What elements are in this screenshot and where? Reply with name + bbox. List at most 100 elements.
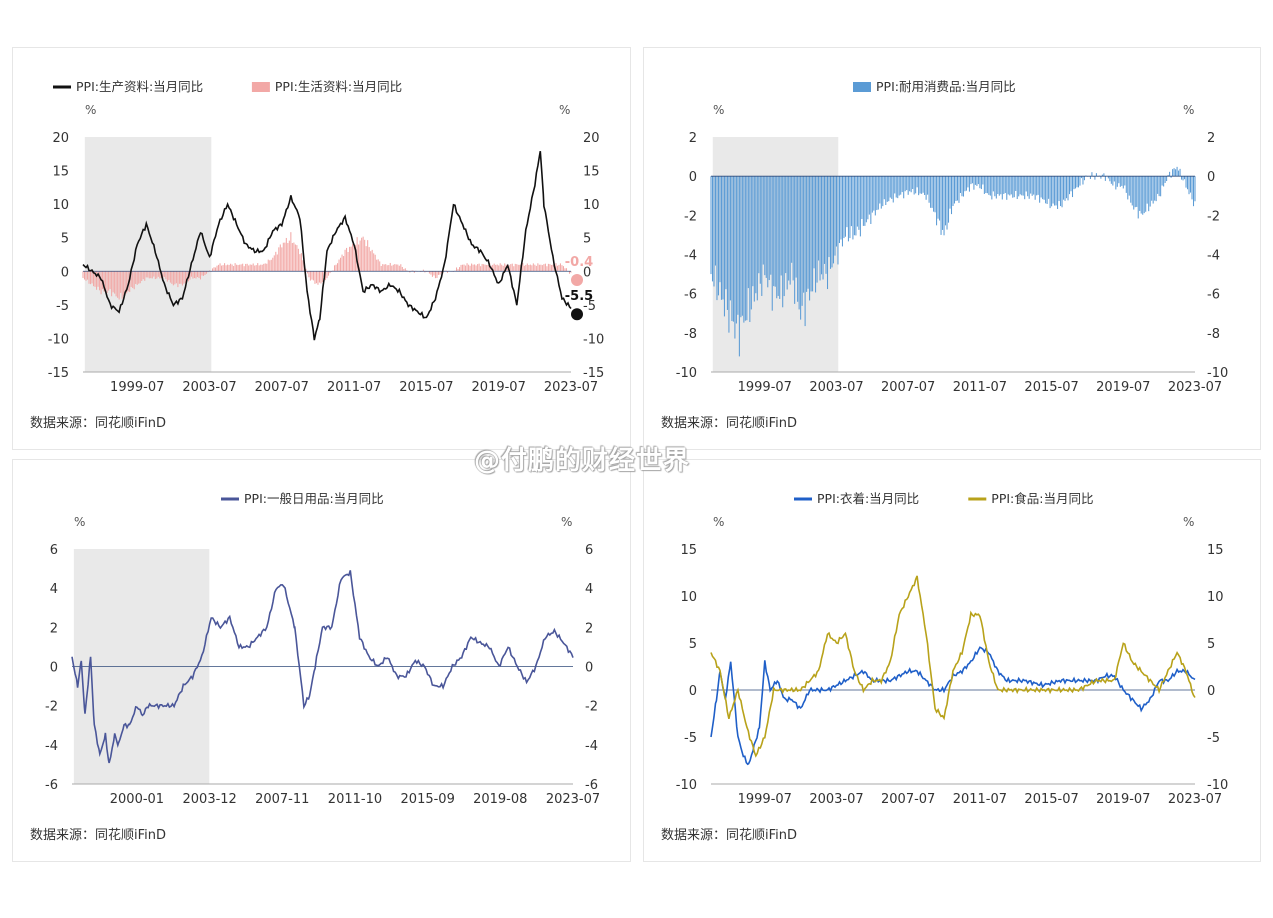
bar-mark: [1004, 176, 1006, 193]
bar-mark: [1000, 176, 1002, 195]
y-tick-left: -4: [684, 249, 697, 264]
bar-mark: [1010, 176, 1012, 195]
bar-mark: [409, 271, 411, 273]
bar-mark: [856, 176, 858, 227]
bar-mark: [218, 264, 220, 272]
bar-mark: [809, 176, 811, 301]
bar-mark: [293, 242, 295, 272]
bar-mark: [753, 176, 755, 302]
bar-mark: [1124, 176, 1126, 186]
bar-mark: [741, 176, 743, 316]
bar-mark: [184, 271, 186, 283]
bar-mark: [430, 271, 432, 275]
bar-mark: [133, 271, 135, 290]
bar-mark: [529, 264, 531, 272]
bar-mark: [1115, 176, 1117, 190]
bar-mark: [109, 271, 111, 290]
bar-mark: [320, 271, 322, 284]
bar-mark: [1094, 176, 1096, 180]
legend-label-0: PPI:衣着:当月同比: [817, 491, 919, 506]
bar-mark: [445, 270, 447, 272]
y-tick-right: -2: [585, 700, 598, 715]
bar-mark: [1189, 176, 1192, 193]
bar-mark: [296, 245, 298, 272]
y-tick-right: -6: [585, 778, 598, 793]
bar-mark: [922, 176, 924, 193]
bar-mark: [832, 176, 835, 264]
bar-mark: [725, 176, 727, 290]
bar-mark: [568, 271, 571, 274]
bar-mark: [1030, 176, 1032, 194]
bar-mark: [94, 271, 96, 287]
bar-mark: [956, 176, 959, 201]
bar-mark: [456, 267, 458, 272]
bar-mark: [486, 264, 488, 272]
bar-mark: [901, 176, 903, 193]
bar-mark: [749, 176, 751, 323]
bar-mark: [106, 271, 108, 294]
bar-mark: [261, 264, 263, 272]
bar-mark: [1007, 176, 1009, 195]
bar-mark: [478, 263, 480, 272]
bar-mark: [496, 264, 498, 272]
bar-mark: [831, 176, 833, 268]
bar-mark: [1018, 176, 1020, 197]
bar-mark: [1013, 176, 1015, 198]
bar-mark: [347, 251, 349, 272]
bar-mark: [147, 271, 149, 278]
bar-mark: [531, 265, 533, 272]
y-tick-right: -10: [1207, 778, 1228, 793]
bar-mark: [215, 267, 217, 272]
bar-mark: [233, 265, 235, 272]
bar-mark: [1101, 174, 1103, 177]
bar-mark: [1170, 176, 1172, 178]
bar-mark: [252, 263, 254, 272]
bar-mark: [756, 176, 758, 301]
bar-mark: [270, 259, 272, 272]
bar-mark: [910, 176, 912, 193]
bar-mark: [1080, 176, 1082, 179]
bar-mark: [891, 176, 893, 199]
bar-mark: [138, 271, 140, 284]
bar-mark: [955, 176, 957, 201]
bar-mark: [792, 176, 794, 281]
bar-mark: [783, 176, 785, 297]
bar-mark: [1068, 176, 1071, 195]
bar-mark: [306, 271, 308, 274]
bar-mark: [413, 271, 415, 273]
bar-mark: [1083, 176, 1085, 181]
bar-mark: [1136, 176, 1138, 207]
y-tick-left: -6: [45, 778, 58, 793]
bar-mark: [734, 176, 736, 339]
bar-mark: [804, 176, 806, 327]
bar-mark: [96, 271, 98, 290]
legend-label-0: PPI:生产资料:当月同比: [76, 79, 203, 94]
bar-mark: [780, 176, 782, 276]
bar-mark: [861, 176, 863, 220]
bar-mark: [463, 264, 465, 272]
bar-mark: [807, 176, 809, 289]
bar-mark: [386, 265, 388, 272]
end-value-label-0: -5.5: [565, 289, 593, 304]
bar-mark: [198, 271, 200, 278]
bar-mark: [175, 271, 177, 284]
bar-mark: [1179, 168, 1181, 177]
bar-mark: [871, 176, 873, 213]
legend-label-1: PPI:食品:当月同比: [991, 491, 1093, 506]
bar-mark: [202, 271, 205, 276]
x-tick-label: 1999-07: [738, 380, 792, 395]
bar-mark: [276, 254, 278, 272]
bar-mark: [394, 264, 396, 272]
bar-mark: [358, 244, 360, 272]
bar-mark: [371, 249, 373, 272]
bar-mark: [141, 271, 143, 281]
bar-mark: [995, 176, 997, 199]
bar-mark: [356, 237, 358, 272]
y-tick-right: 2: [585, 621, 593, 636]
series-line-1: [710, 575, 1196, 758]
y-tick-right: 20: [583, 131, 600, 146]
x-tick-label: 2007-07: [255, 380, 309, 395]
bar-mark: [196, 271, 198, 278]
bar-mark: [710, 176, 712, 275]
x-tick-label: 2023-07: [546, 792, 600, 807]
